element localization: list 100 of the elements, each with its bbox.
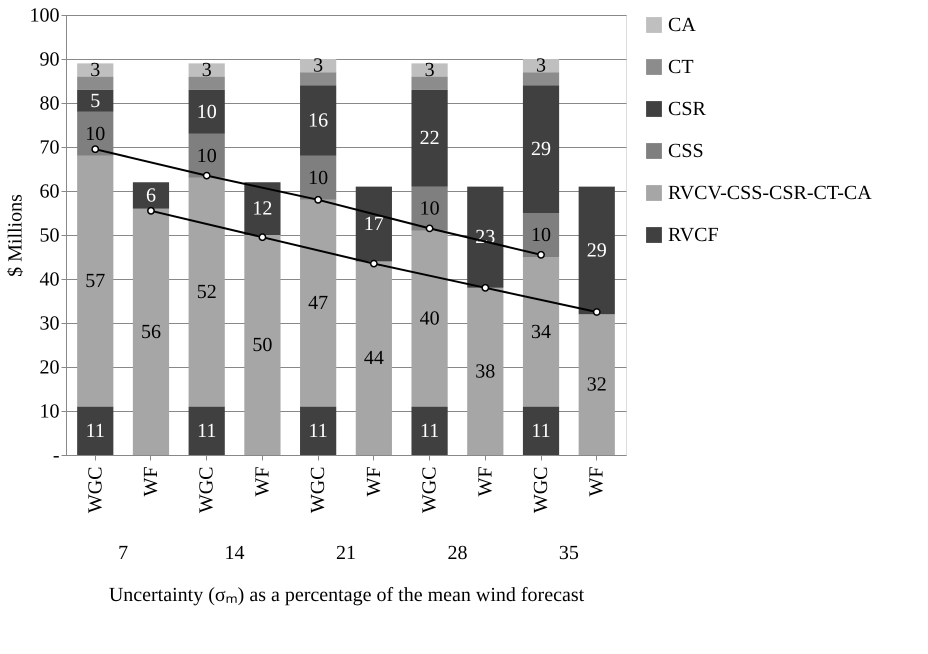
bar <box>578 186 615 314</box>
point <box>481 284 490 292</box>
bar <box>300 85 336 156</box>
data-label: 52 <box>196 281 217 304</box>
data-label: 40 <box>420 308 440 330</box>
data-label: 56 <box>140 320 161 343</box>
data-label: 34 <box>531 320 552 343</box>
point <box>202 172 211 180</box>
bar <box>578 314 615 455</box>
bar <box>244 182 281 235</box>
bar <box>356 186 392 262</box>
bar <box>467 288 504 455</box>
data-label: 10 <box>85 122 106 145</box>
data-label: 10 <box>196 144 217 167</box>
legend-label: CSR <box>668 98 706 120</box>
y-tick-label: 60 <box>40 180 60 202</box>
data-label: 11 <box>308 420 328 442</box>
data-label: 3 <box>424 59 435 81</box>
data-label: 5 <box>90 90 100 112</box>
data-label: 11 <box>531 420 551 442</box>
bar <box>467 186 504 288</box>
point <box>426 224 434 232</box>
data-label: 17 <box>364 213 384 235</box>
x-axis-title: Uncertainty (σₘ) as a percentage of the mean wind forecast <box>108 584 585 606</box>
bar <box>522 85 560 213</box>
bar <box>77 156 114 407</box>
legend-label: CT <box>668 56 694 78</box>
text: 14 <box>224 542 245 564</box>
point <box>592 308 601 316</box>
x-tick-label: WF <box>140 466 162 496</box>
point <box>314 196 322 204</box>
point <box>147 206 155 215</box>
bar <box>188 76 225 90</box>
y-axis-title: $ Millions <box>4 194 26 277</box>
bar <box>411 406 448 455</box>
legend-label: CA <box>668 14 696 36</box>
y-tick-label: 90 <box>40 48 60 70</box>
point <box>370 260 378 268</box>
data-label: 32 <box>586 374 607 396</box>
bar <box>300 72 336 86</box>
data-label: 38 <box>475 360 496 382</box>
data-label: 10 <box>420 198 440 220</box>
data-label: 11 <box>86 420 105 442</box>
point <box>91 145 100 154</box>
x-tick-label: WGC <box>530 466 552 514</box>
data-label: 29 <box>531 138 552 160</box>
y-tick-label: 100 <box>30 4 60 26</box>
data-label: 10 <box>196 100 217 123</box>
data-label: 50 <box>252 334 272 356</box>
data-label: 44 <box>364 347 384 370</box>
data-label: 22 <box>420 127 440 150</box>
x-tick-label: WGC <box>307 466 330 514</box>
data-label: 11 <box>420 420 440 442</box>
data-label: 3 <box>536 54 546 77</box>
x-tick-label: WGC <box>196 466 218 514</box>
y-tick-label: 70 <box>40 136 60 158</box>
bar <box>188 406 225 455</box>
bar <box>77 90 114 112</box>
y-tick-label: 30 <box>40 312 60 334</box>
x-tick-label: WF <box>362 466 385 496</box>
x-tick-label: WF <box>251 466 274 496</box>
data-label: 16 <box>308 110 328 132</box>
text: 7 <box>118 542 128 564</box>
y-tick-label: 10 <box>40 400 60 422</box>
bar <box>522 406 560 455</box>
y-tick-label: 50 <box>40 224 60 246</box>
data-label: 57 <box>85 270 106 292</box>
data-label: 3 <box>90 59 100 81</box>
legend-label: CSS <box>668 140 704 162</box>
bar <box>300 200 336 407</box>
bar <box>77 76 114 90</box>
point <box>258 233 266 242</box>
x-tick-label: WF <box>474 466 496 496</box>
data-label: 10 <box>308 166 328 189</box>
bar <box>77 406 114 455</box>
bar <box>244 235 281 455</box>
text: 35 <box>558 542 579 564</box>
bar <box>522 72 560 86</box>
bar <box>356 261 392 455</box>
data-label: 6 <box>146 184 156 206</box>
data-label: 3 <box>202 59 212 81</box>
legend-label: RVCF <box>668 224 719 246</box>
bar <box>300 406 336 455</box>
x-tick-label: WGC <box>84 466 106 514</box>
bar <box>411 76 448 90</box>
text: 21 <box>336 542 356 564</box>
point <box>537 250 545 259</box>
bar <box>411 90 448 187</box>
y-tick-label: - <box>52 444 60 466</box>
data-label: 3 <box>313 54 324 77</box>
bar <box>132 182 170 209</box>
bar <box>522 257 560 407</box>
legend-label: RVCV-CSS-CSR-CT-CA <box>668 182 872 204</box>
bar <box>411 230 448 407</box>
text: 28 <box>447 542 468 564</box>
data-label: 12 <box>252 198 272 220</box>
x-tick-label: WF <box>586 466 608 496</box>
bar <box>188 90 225 134</box>
data-label: 10 <box>531 224 552 246</box>
bar <box>188 178 225 407</box>
